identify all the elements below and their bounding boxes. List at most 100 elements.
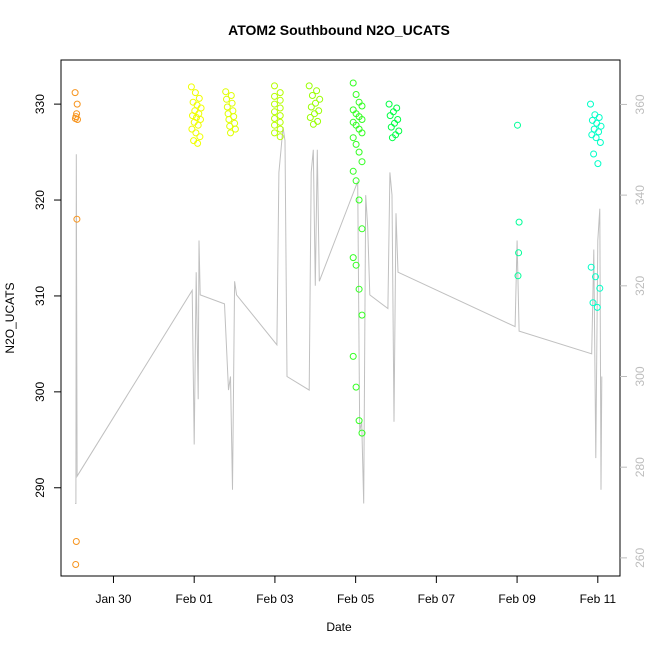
data-point bbox=[597, 122, 605, 130]
data-point bbox=[316, 95, 324, 103]
data-point bbox=[191, 89, 199, 97]
data-point bbox=[352, 177, 360, 185]
data-point bbox=[355, 148, 363, 156]
data-point bbox=[587, 100, 594, 108]
data-point bbox=[223, 103, 231, 111]
data-point bbox=[271, 100, 278, 108]
data-point bbox=[358, 102, 366, 110]
y-tick-label: 310 bbox=[33, 286, 47, 306]
data-point bbox=[358, 116, 366, 123]
data-point bbox=[385, 100, 393, 108]
data-point bbox=[515, 249, 523, 257]
data-point bbox=[590, 150, 598, 158]
y-axis-left: 290 300 310 320 330 bbox=[33, 94, 61, 498]
y2-tick-label: 320 bbox=[633, 275, 647, 295]
data-point bbox=[276, 96, 284, 104]
data-point bbox=[223, 95, 230, 103]
data-point bbox=[352, 140, 360, 148]
data-point bbox=[355, 196, 363, 204]
data-point bbox=[313, 87, 321, 95]
data-point bbox=[222, 88, 230, 96]
x-tick-label: Feb 03 bbox=[256, 592, 294, 606]
y2-tick-label: 260 bbox=[633, 548, 647, 568]
data-point bbox=[358, 129, 366, 137]
y2-tick-label: 360 bbox=[633, 94, 647, 114]
data-point bbox=[515, 218, 523, 226]
data-point bbox=[349, 254, 357, 262]
data-point bbox=[592, 134, 600, 142]
data-point bbox=[197, 104, 205, 112]
data-point bbox=[276, 133, 284, 141]
altitude-line bbox=[75, 127, 603, 504]
data-point bbox=[352, 261, 360, 269]
data-point bbox=[386, 112, 394, 120]
y-axis-right: 260 280 300 320 340 360 bbox=[620, 94, 647, 568]
data-point bbox=[358, 311, 366, 319]
y-tick-label: 330 bbox=[33, 94, 47, 114]
x-axis-label: Date bbox=[326, 620, 352, 634]
data-point bbox=[187, 83, 195, 91]
data-point bbox=[73, 215, 81, 223]
x-tick-label: Feb 07 bbox=[418, 592, 456, 606]
data-point bbox=[308, 92, 316, 99]
data-point bbox=[594, 160, 602, 168]
data-point bbox=[227, 129, 234, 137]
data-point bbox=[188, 125, 196, 133]
data-point bbox=[72, 561, 80, 568]
data-point bbox=[271, 121, 278, 129]
data-point bbox=[358, 225, 366, 233]
data-points-layer bbox=[71, 79, 605, 568]
data-point bbox=[349, 167, 357, 175]
data-point bbox=[225, 116, 233, 123]
data-point bbox=[312, 99, 319, 107]
data-point bbox=[514, 272, 522, 280]
x-axis: Jan 30 Feb 01 Feb 03 Feb 05 Feb 07 Feb 09 Feb … bbox=[95, 576, 616, 606]
y2-tick-label: 300 bbox=[633, 366, 647, 386]
data-point bbox=[305, 82, 313, 90]
data-point bbox=[228, 99, 236, 107]
data-point bbox=[271, 115, 278, 122]
data-point bbox=[271, 129, 278, 137]
data-point bbox=[271, 92, 278, 100]
y-axis-label: N2O_UCATS bbox=[3, 282, 17, 353]
data-point bbox=[387, 123, 395, 131]
data-point bbox=[72, 538, 80, 545]
data-point bbox=[595, 114, 603, 121]
x-tick-label: Feb 11 bbox=[580, 592, 617, 606]
altitude-line-layer bbox=[75, 127, 603, 504]
y2-tick-label: 280 bbox=[633, 457, 647, 477]
data-point bbox=[311, 110, 318, 118]
x-tick-label: Feb 09 bbox=[498, 592, 536, 606]
y-tick-label: 320 bbox=[33, 190, 47, 210]
data-point bbox=[352, 383, 360, 391]
data-point bbox=[71, 89, 79, 97]
data-point bbox=[355, 285, 363, 293]
plot-frame bbox=[60, 59, 621, 577]
data-point bbox=[74, 116, 81, 123]
x-tick-label: Feb 01 bbox=[176, 592, 214, 606]
data-point bbox=[309, 120, 317, 128]
data-point bbox=[358, 158, 366, 166]
data-point bbox=[592, 273, 599, 281]
data-point bbox=[349, 352, 357, 360]
data-point bbox=[192, 129, 200, 137]
data-point bbox=[306, 114, 314, 121]
y-tick-label: 290 bbox=[33, 477, 47, 497]
data-point bbox=[349, 79, 357, 87]
data-point bbox=[276, 104, 284, 112]
data-point bbox=[227, 92, 235, 99]
y-tick-label: 300 bbox=[33, 382, 47, 402]
data-point bbox=[271, 108, 278, 116]
y2-tick-label: 340 bbox=[633, 185, 647, 205]
data-point bbox=[358, 429, 366, 437]
data-point bbox=[197, 116, 204, 123]
data-point bbox=[231, 125, 239, 133]
data-point bbox=[589, 299, 597, 307]
data-point bbox=[307, 103, 315, 111]
data-point bbox=[596, 284, 604, 292]
x-tick-label: Jan 30 bbox=[95, 592, 131, 606]
data-point bbox=[196, 133, 204, 141]
x-tick-label: Feb 05 bbox=[337, 592, 375, 606]
